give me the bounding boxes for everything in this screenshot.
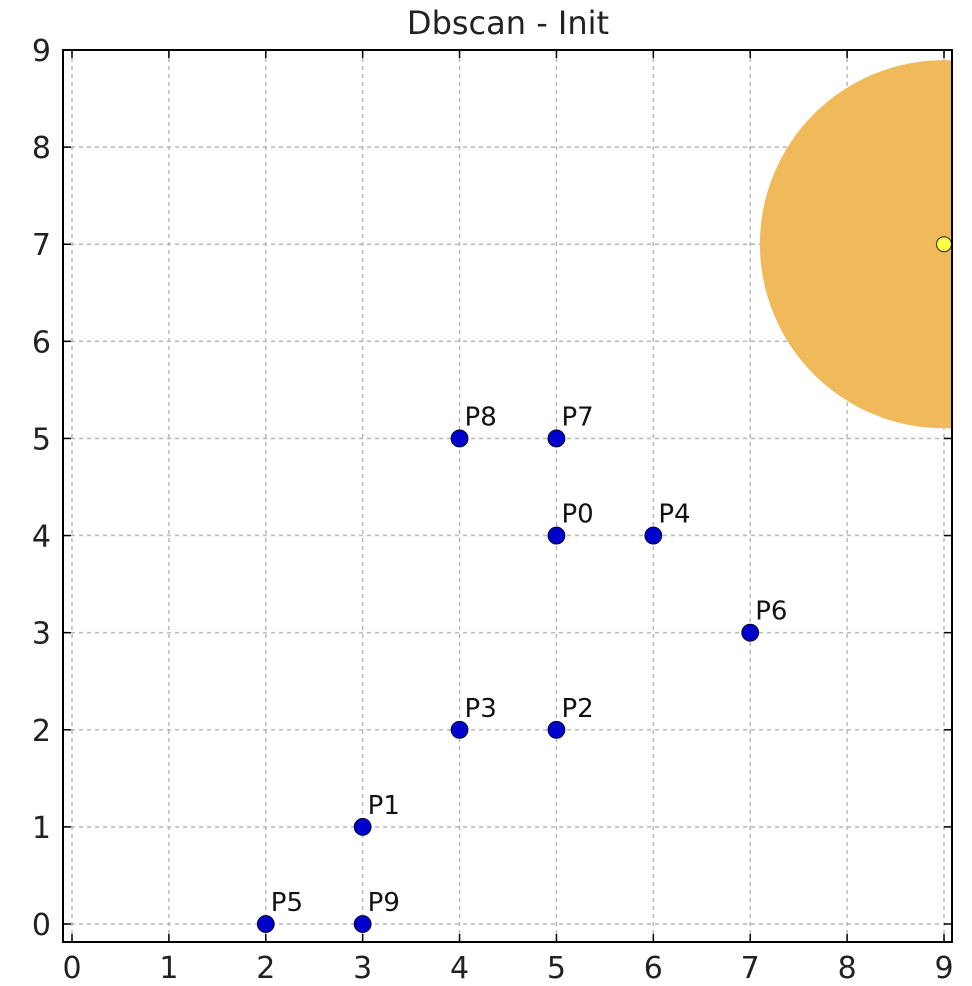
point-label-p1: P1 <box>368 791 400 821</box>
point-label-p0: P0 <box>561 500 593 530</box>
point-label-p3: P3 <box>465 694 497 724</box>
y-tick-label: 6 <box>32 325 51 360</box>
x-tick-label: 2 <box>256 951 275 986</box>
y-tick-label: 5 <box>32 422 51 457</box>
point-label-p9: P9 <box>368 888 400 918</box>
epsilon-neighborhood-circle <box>759 60 952 429</box>
x-tick-label: 1 <box>159 951 178 986</box>
x-tick-label: 9 <box>934 951 953 986</box>
x-tick-label: 4 <box>450 951 469 986</box>
plot-frame <box>62 49 953 943</box>
x-tick-label: 7 <box>741 951 760 986</box>
chart-title: Dbscan - Init <box>407 4 609 42</box>
data-point-p8 <box>450 429 469 448</box>
y-tick-label: 7 <box>32 228 51 263</box>
point-label-p5: P5 <box>271 888 303 918</box>
data-point-p4 <box>644 526 663 545</box>
highlight-region <box>759 60 952 429</box>
y-tick-label: 3 <box>32 617 51 652</box>
y-tick-label: 4 <box>32 520 51 555</box>
point-label-p4: P4 <box>658 500 690 530</box>
data-point-p0 <box>547 526 566 545</box>
current-point-marker <box>935 236 952 253</box>
data-point-p2 <box>547 720 566 739</box>
tick-labels: 0 1 2 3 4 5 6 7 8 9 0 1 2 3 4 5 6 7 8 9 <box>32 34 954 986</box>
y-tick-label: 8 <box>32 131 51 166</box>
x-tick-label: 0 <box>62 951 81 986</box>
point-label-p6: P6 <box>755 597 787 627</box>
y-tick-label: 9 <box>32 34 51 69</box>
y-tick-label: 1 <box>32 811 51 846</box>
x-tick-label: 5 <box>547 951 566 986</box>
data-point-p3 <box>450 720 469 739</box>
x-tick-label: 3 <box>353 951 372 986</box>
point-labels: P0 P1 P2 P3 P4 P5 P6 P7 P8 P9 <box>271 402 788 918</box>
point-label-p8: P8 <box>465 402 497 432</box>
data-point-p9 <box>353 915 372 933</box>
point-label-p2: P2 <box>561 694 593 724</box>
y-tick-label: 2 <box>32 714 51 749</box>
x-tick-label: 6 <box>644 951 663 986</box>
y-tick-label: 0 <box>32 908 51 943</box>
x-tick-label: 8 <box>838 951 857 986</box>
point-label-p7: P7 <box>561 402 593 432</box>
data-point-p5 <box>256 915 275 933</box>
data-points <box>256 429 760 933</box>
data-point-p1 <box>353 817 372 836</box>
data-point-p6 <box>741 623 760 642</box>
data-point-p7 <box>547 429 566 448</box>
